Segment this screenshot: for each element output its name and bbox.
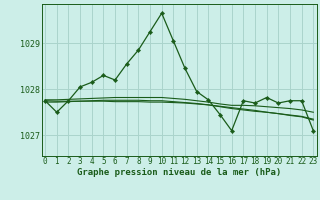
- X-axis label: Graphe pression niveau de la mer (hPa): Graphe pression niveau de la mer (hPa): [77, 168, 281, 177]
